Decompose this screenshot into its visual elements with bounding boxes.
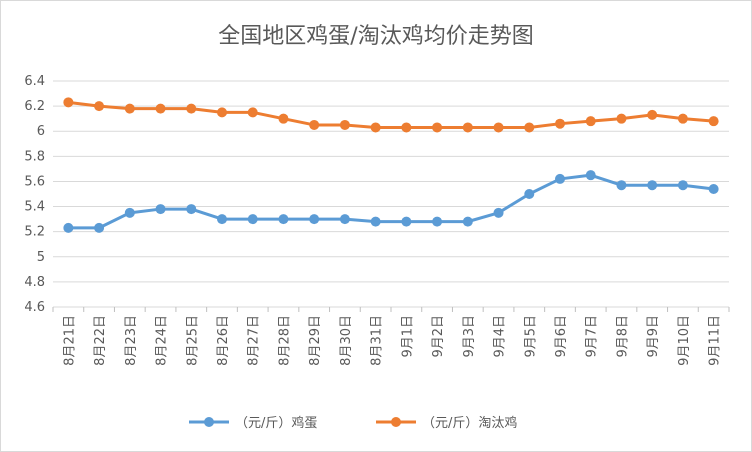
data-point [677,113,688,124]
data-point [462,122,473,133]
data-point [616,180,627,191]
x-tick-label: 9月9日 [646,315,661,358]
data-point [94,101,105,112]
y-tick-label: 5.2 [24,225,45,240]
legend-label: （元/斤）淘汰鸡 [422,415,517,431]
x-tick-label: 8月24日 [155,315,170,366]
data-point [708,116,719,127]
x-axis: 8月21日 8月22日 8月23日 8月24日 8月25日 8月26日 8月27日 8月28日… [52,307,730,366]
data-point [616,113,627,124]
data-point [493,122,504,133]
y-tick-label: 4.8 [24,275,45,290]
data-point [124,207,135,218]
series-group [63,97,719,233]
x-tick-label: 9月10日 [677,315,692,366]
data-point [493,207,504,218]
x-tick-label: 9月2日 [431,315,446,358]
data-point [524,189,535,199]
data-point [585,170,596,181]
x-tick-label: 9月3日 [462,315,477,358]
x-tick-label: 9月11日 [708,315,723,366]
x-tick-label: 9月6日 [554,315,569,358]
data-point [585,116,596,127]
data-point [186,103,197,114]
data-point [370,122,381,133]
series-line [68,173,714,230]
x-tick-label: 8月28日 [277,315,292,366]
x-tick-label: 8月26日 [216,315,231,366]
x-tick-label: 8月30日 [339,315,354,366]
series-line [68,100,714,129]
y-tick-label: 6 [37,124,45,139]
data-point [247,107,258,118]
data-point [339,119,350,130]
data-point [432,122,443,133]
data-point [647,109,658,120]
y-tick-label: 6.4 [24,74,45,89]
data-point [278,214,289,225]
x-tick-label: 8月21日 [62,315,77,366]
legend: （元/斤）鸡蛋 （元/斤）淘汰鸡 [189,415,517,431]
chart-title: 全国地区鸡蛋/淘汰鸡均价走势图 [218,24,533,49]
x-tick-label: 8月23日 [124,315,139,366]
data-point [647,180,658,191]
x-tick-label: 9月8日 [615,315,630,358]
x-tick-label: 8月22日 [93,315,108,366]
y-axis: 4.6 4.8 5 5.2 5.4 5.6 5.8 6 6.2 6.4 [24,74,45,315]
data-point [278,113,289,124]
data-point [401,216,412,227]
x-tick-label: 8月25日 [185,315,200,366]
x-tick-label: 9月4日 [493,315,508,358]
y-tick-label: 5.6 [24,174,45,189]
data-point [155,204,166,215]
data-point [94,222,105,233]
x-tick-label: 9月5日 [523,315,538,358]
legend-marker [204,417,214,427]
data-point [155,103,166,114]
x-tick-label: 8月27日 [247,315,262,366]
data-point [339,214,350,225]
y-tick-label: 5 [37,250,45,265]
data-point [63,97,74,108]
y-tick-label: 6.2 [24,99,45,114]
legend-marker [391,417,401,427]
data-point [217,107,227,118]
data-point [309,214,320,225]
data-point [708,183,719,194]
data-point [63,222,74,233]
data-point [555,118,565,129]
data-point [432,216,443,227]
data-point [677,180,688,191]
x-tick-label: 9月1日 [400,315,415,358]
data-point [401,122,412,133]
data-point [524,122,535,133]
grid-lines [53,80,729,308]
y-tick-label: 4.6 [24,300,45,315]
data-point [555,173,565,184]
data-point [247,214,258,225]
data-point [370,216,381,227]
x-tick-label: 8月31日 [370,315,385,366]
data-point [309,119,320,130]
data-point [217,214,227,225]
data-point [186,204,197,215]
y-tick-label: 5.8 [24,149,45,164]
data-point [462,216,473,227]
legend-label: （元/斤）鸡蛋 [235,415,317,431]
x-tick-label: 8月29日 [308,315,323,366]
data-point [124,103,135,114]
x-tick-label: 9月7日 [585,315,600,358]
y-tick-label: 5.4 [24,200,45,215]
